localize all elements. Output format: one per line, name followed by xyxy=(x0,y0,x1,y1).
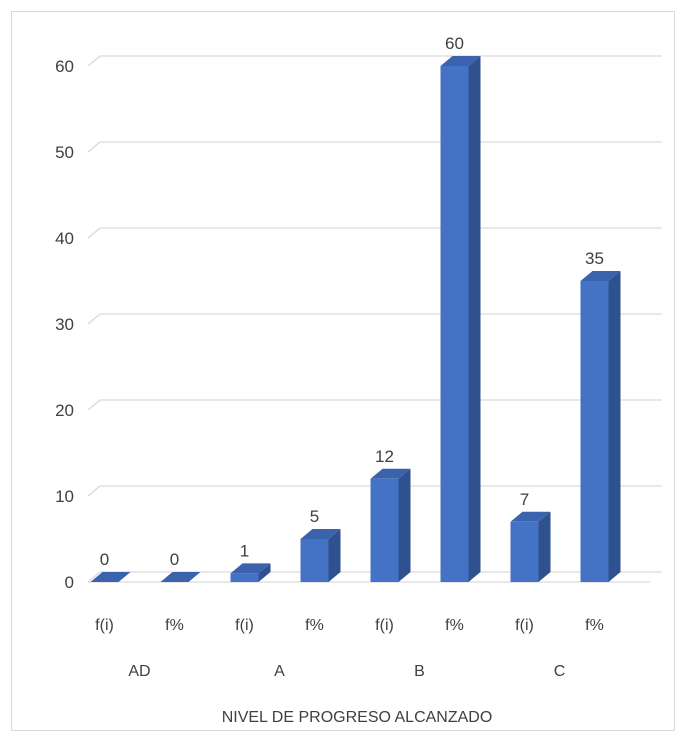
data-label: 7 xyxy=(520,490,529,509)
x-axis-title: NIVEL DE PROGRESO ALCANZADO xyxy=(222,709,493,726)
gridline xyxy=(87,313,662,325)
category-label: f% xyxy=(585,617,604,634)
y-axis-ticks: 0 10 20 30 40 50 60 xyxy=(55,57,74,592)
category-label: f(i) xyxy=(95,617,114,634)
group-label: C xyxy=(554,663,566,680)
gridline xyxy=(87,227,662,239)
data-label: 5 xyxy=(310,507,319,526)
group-label: A xyxy=(274,663,285,680)
data-label: 35 xyxy=(585,249,604,268)
category-label: f% xyxy=(445,617,464,634)
gridline xyxy=(87,141,662,153)
gridline xyxy=(87,399,662,411)
x-axis-groups: AD A B C xyxy=(128,663,565,680)
category-label: f% xyxy=(305,617,324,634)
category-label: f(i) xyxy=(375,617,394,634)
group-label: B xyxy=(414,663,425,680)
data-label: 0 xyxy=(170,550,179,569)
y-tick-label: 60 xyxy=(55,57,74,76)
y-tick-label: 10 xyxy=(55,487,74,506)
data-label: 60 xyxy=(445,34,464,53)
data-label: 1 xyxy=(240,541,249,560)
category-label: f(i) xyxy=(235,617,254,634)
gridline xyxy=(87,55,662,67)
data-label: 0 xyxy=(100,550,109,569)
bar xyxy=(440,56,481,582)
bar xyxy=(90,572,131,582)
bar xyxy=(300,529,341,582)
bar xyxy=(510,511,551,582)
category-label: f(i) xyxy=(515,617,534,634)
y-tick-label: 0 xyxy=(65,573,74,592)
bar xyxy=(580,271,621,582)
y-tick-label: 50 xyxy=(55,143,74,162)
chart-frame xyxy=(11,11,675,731)
y-tick-label: 20 xyxy=(55,401,74,420)
y-tick-label: 40 xyxy=(55,229,74,248)
bar xyxy=(160,572,201,582)
data-labels: 0 0 1 5 12 60 7 35 xyxy=(100,34,604,569)
x-axis-categories: f(i) f% f(i) f% f(i) f% f(i) f% xyxy=(95,617,604,634)
data-label: 12 xyxy=(375,447,394,466)
bar xyxy=(370,468,411,582)
category-label: f% xyxy=(165,617,184,634)
group-label: AD xyxy=(128,663,150,680)
bar xyxy=(230,563,271,582)
y-tick-label: 30 xyxy=(55,315,74,334)
bars xyxy=(90,56,621,582)
